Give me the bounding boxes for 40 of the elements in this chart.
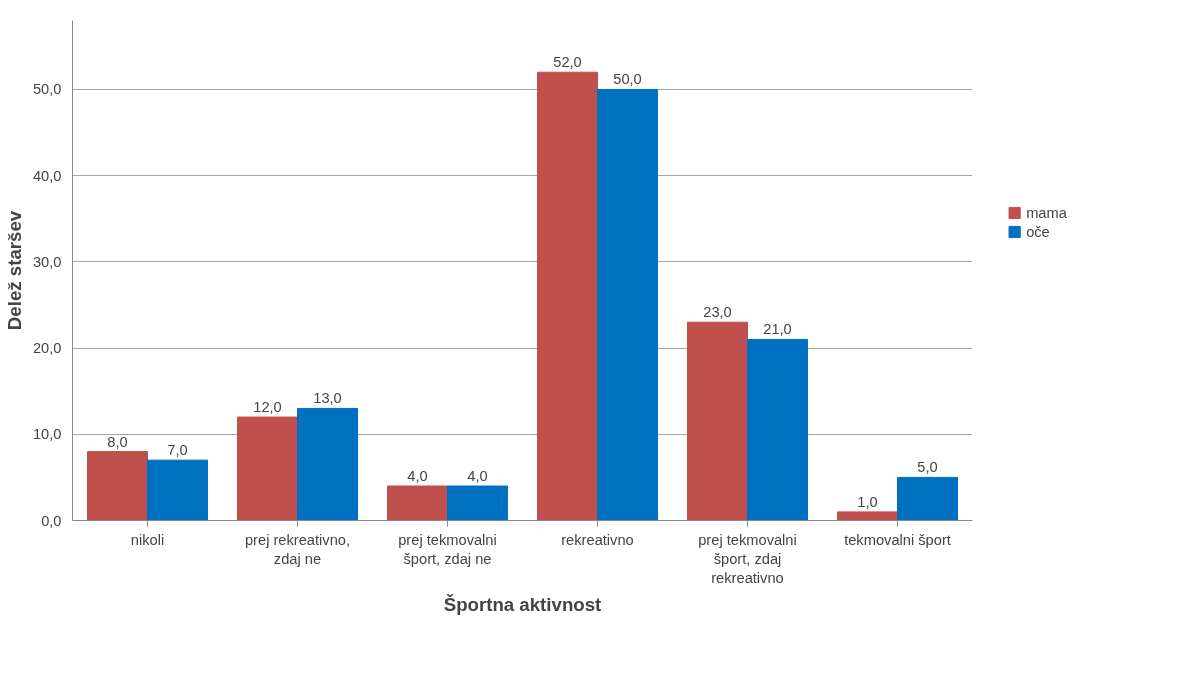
bar (447, 485, 508, 521)
data-label: 13,0 (313, 390, 342, 407)
data-label: 8,0 (107, 433, 128, 450)
bar (597, 88, 658, 521)
x-axis-title: Športna aktivnost (443, 593, 602, 615)
x-tick-label: rekreativno (561, 531, 634, 548)
legend-label: mama (1026, 204, 1067, 220)
data-label: 1,0 (857, 493, 878, 510)
legend-label: oče (1026, 223, 1050, 239)
y-tick-label: 10,0 (32, 426, 62, 443)
bar (87, 451, 148, 521)
data-label: 50,0 (613, 71, 642, 88)
data-label: 23,0 (703, 304, 732, 321)
x-tick-label: nikoli (130, 531, 165, 548)
bar (897, 476, 958, 521)
bar (147, 459, 208, 521)
y-tick-label: 50,0 (32, 81, 62, 98)
bar (297, 407, 358, 521)
x-tick-label: tekmovalni šport (844, 531, 951, 548)
data-label: 4,0 (407, 468, 428, 485)
data-label: 5,0 (917, 459, 938, 476)
data-label: 4,0 (467, 468, 488, 485)
bar (537, 71, 598, 521)
y-tick-label: 40,0 (32, 167, 62, 184)
bar (837, 511, 898, 521)
bar (747, 338, 808, 521)
data-label: 12,0 (253, 399, 282, 416)
bar (687, 321, 748, 521)
x-tick-label: prej tekmovalni šport, zdaj ne (398, 531, 497, 567)
y-tick-label: 0,0 (41, 512, 62, 529)
y-tick-label: 20,0 (32, 340, 62, 357)
x-tick-label: prej rekreativno, zdaj ne (244, 531, 351, 567)
data-label: 21,0 (763, 321, 792, 338)
bar (237, 416, 298, 521)
y-axis-title: Delež staršev (3, 210, 25, 331)
data-label: 52,0 (553, 54, 582, 71)
y-tick-label: 30,0 (32, 253, 62, 270)
data-label: 7,0 (167, 442, 188, 459)
x-tick-label: prej tekmovalni šport, zdaj rekreativno (698, 531, 797, 586)
bar (387, 485, 448, 521)
